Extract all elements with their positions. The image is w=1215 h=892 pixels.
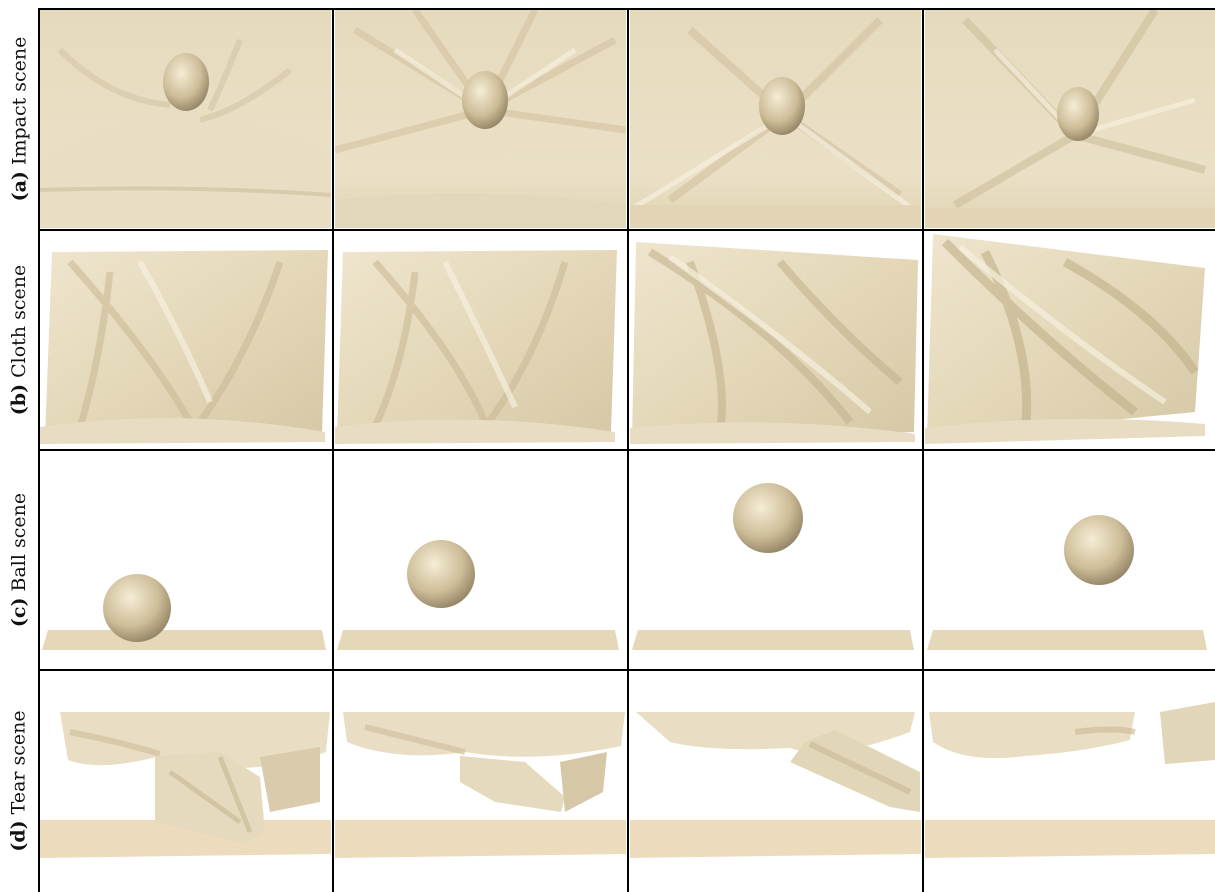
tear-frame-4	[925, 672, 1215, 890]
tear-frame-2	[335, 672, 626, 890]
row-tag-b: (b)	[8, 383, 30, 416]
grid-line	[38, 449, 1215, 451]
row-label-ball: (c) Ball scene	[0, 450, 38, 670]
floor-plane	[335, 820, 626, 858]
ball-frame-3	[630, 452, 921, 668]
bouncing-ball	[407, 540, 475, 608]
row-tag-a: (a)	[8, 171, 31, 202]
impact-frame-4	[925, 10, 1215, 228]
row-name-ball: Ball scene	[8, 492, 30, 592]
floor-plane	[337, 630, 619, 650]
tear-frame-3	[630, 672, 921, 890]
impact-frame-1	[40, 10, 331, 228]
row-name-tear: Tear scene	[8, 710, 31, 815]
bouncing-ball	[103, 574, 171, 642]
row-tag-d: (d)	[8, 820, 31, 852]
row-name-cloth: Cloth scene	[8, 264, 30, 378]
impact-ball	[759, 77, 805, 135]
impact-ball	[163, 53, 209, 111]
impact-frame-3	[630, 10, 921, 228]
cloth-frame-1	[40, 232, 331, 448]
impact-frame-2	[335, 10, 626, 228]
row-label-tear: (d) Tear scene	[0, 670, 38, 892]
ball-frame-4	[925, 452, 1215, 668]
floor-plane	[927, 630, 1207, 650]
impact-ball	[462, 71, 508, 129]
cloth-frame-2	[335, 232, 626, 448]
bouncing-ball	[733, 483, 803, 553]
row-tag-c: (c)	[8, 597, 30, 628]
row-label-impact: (a) Impact scene	[0, 8, 38, 230]
bouncing-ball	[1064, 515, 1134, 585]
cloth-frame-3	[630, 232, 921, 448]
grid-line	[38, 229, 1215, 231]
row-label-cloth: (b) Cloth scene	[0, 230, 38, 450]
floor-plane	[42, 630, 326, 650]
grid-line	[38, 8, 1215, 10]
ball-frame-2	[335, 452, 626, 668]
floor-plane	[630, 820, 921, 858]
ball-frame-1	[40, 452, 331, 668]
floor-plane	[925, 820, 1215, 858]
image-grid	[38, 8, 1215, 892]
tear-frame-1	[40, 672, 331, 890]
cloth-frame-4	[925, 232, 1215, 448]
grid-line	[38, 669, 1215, 671]
floor-plane	[632, 630, 914, 650]
impact-ball	[1057, 87, 1099, 141]
row-name-impact: Impact scene	[8, 36, 31, 166]
